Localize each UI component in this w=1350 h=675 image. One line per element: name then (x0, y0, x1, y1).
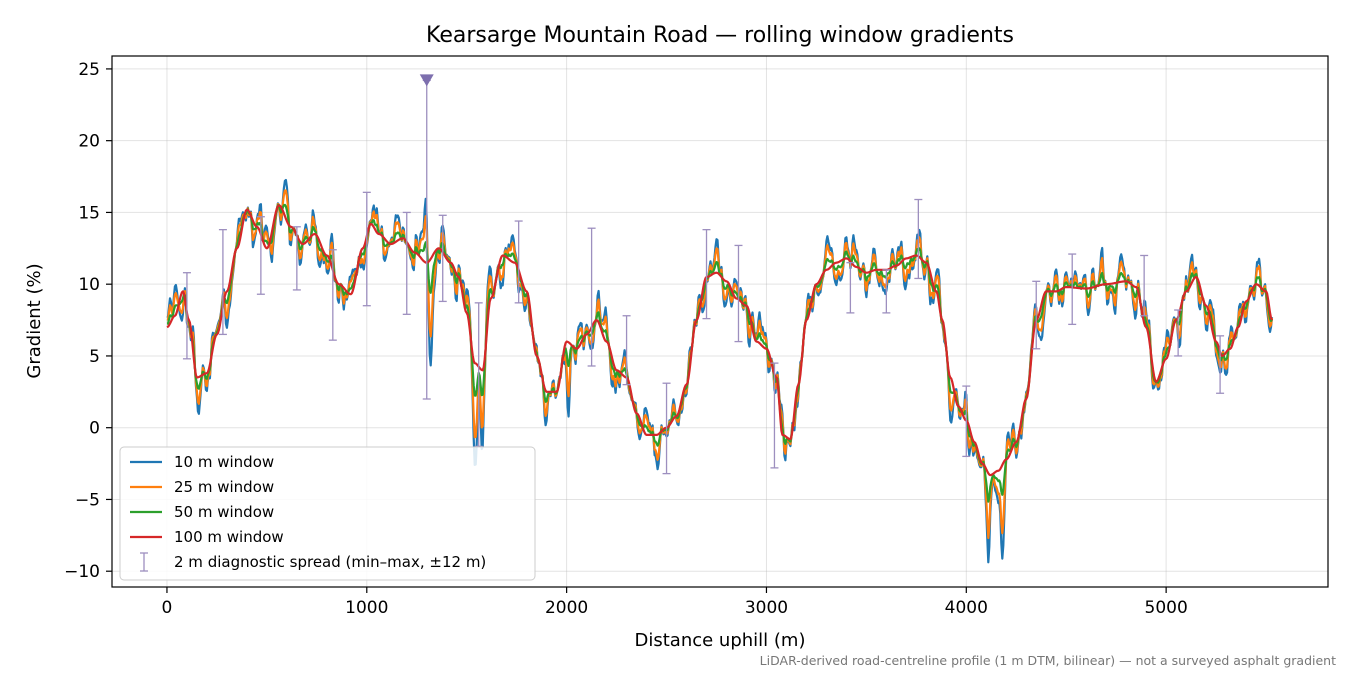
spread-errorbar (846, 262, 855, 314)
series-layer (166, 178, 1274, 564)
legend-label: 100 m window (174, 528, 284, 546)
plot-frame (111, 55, 1329, 588)
x-tick-label: 1000 (345, 598, 388, 618)
y-tick-label: −10 (64, 562, 100, 582)
spread-errorbar (292, 226, 301, 291)
legend-label: 25 m window (174, 478, 274, 496)
spread-errorbar (256, 216, 265, 295)
y-tick-label: 25 (78, 60, 100, 80)
spread-errorbar (914, 198, 923, 280)
x-axis-label: Distance uphill (m) (635, 630, 806, 651)
axis-ticks: 0 1000 2000 3000 4000 5000 −10 −5 0 5 10 15 20 25 (64, 60, 1188, 618)
legend-label: 10 m window (174, 453, 274, 471)
legend-label: 50 m window (174, 503, 274, 521)
spread-errorbar (402, 211, 411, 315)
grid-lines (112, 56, 1328, 587)
y-tick-label: 0 (89, 419, 100, 439)
legend-swatch-errorbar (140, 552, 148, 572)
spread-errorbar (962, 385, 971, 458)
outlier-marker (419, 74, 434, 87)
legend: 10 m window 25 m window 50 m window 100 m w… (119, 446, 536, 581)
spread-errorbar (218, 229, 227, 336)
spread-errorbar (474, 302, 483, 448)
spread-errorbar (1032, 280, 1041, 350)
y-tick-label: 5 (89, 347, 100, 367)
spread-errorbar (182, 272, 191, 360)
spread-errorbar (328, 249, 337, 341)
spread-errorbar (587, 227, 596, 367)
spread-errorbar (770, 362, 779, 469)
x-tick-label: 5000 (1145, 598, 1188, 618)
spread-errorbar (662, 382, 671, 475)
spread-errorbar (882, 269, 891, 314)
x-tick-label: 4000 (945, 598, 988, 618)
spread-errorbar (622, 315, 631, 386)
spread-errorbar (1174, 309, 1183, 357)
y-axis-label: Gradient (%) (24, 263, 45, 378)
x-tick-label: 0 (162, 598, 173, 618)
spread-errorbar (438, 214, 447, 303)
x-tick-label: 2000 (545, 598, 588, 618)
series-line-100m (166, 204, 1274, 477)
x-tick-label: 3000 (745, 598, 788, 618)
spread-errorbar (1068, 253, 1077, 326)
footnote: LiDAR-derived road-centreline profile (1… (760, 653, 1336, 668)
spread-errorbar (702, 229, 711, 320)
spread-layer (182, 74, 1225, 475)
y-tick-label: 15 (78, 203, 100, 223)
chart-title: Kearsarge Mountain Road — rolling window… (426, 23, 1014, 48)
legend-box (119, 446, 536, 581)
spread-errorbar (514, 220, 523, 304)
spread-errorbar (1140, 254, 1149, 317)
y-tick-label: 20 (78, 132, 100, 152)
spread-errorbar (734, 244, 743, 343)
legend-label: 2 m diagnostic spread (min–max, ±12 m) (174, 553, 486, 571)
spread-errorbar (1216, 335, 1225, 394)
spread-errorbar (362, 191, 371, 307)
y-tick-label: 10 (78, 275, 100, 295)
y-tick-label: −5 (75, 490, 100, 510)
